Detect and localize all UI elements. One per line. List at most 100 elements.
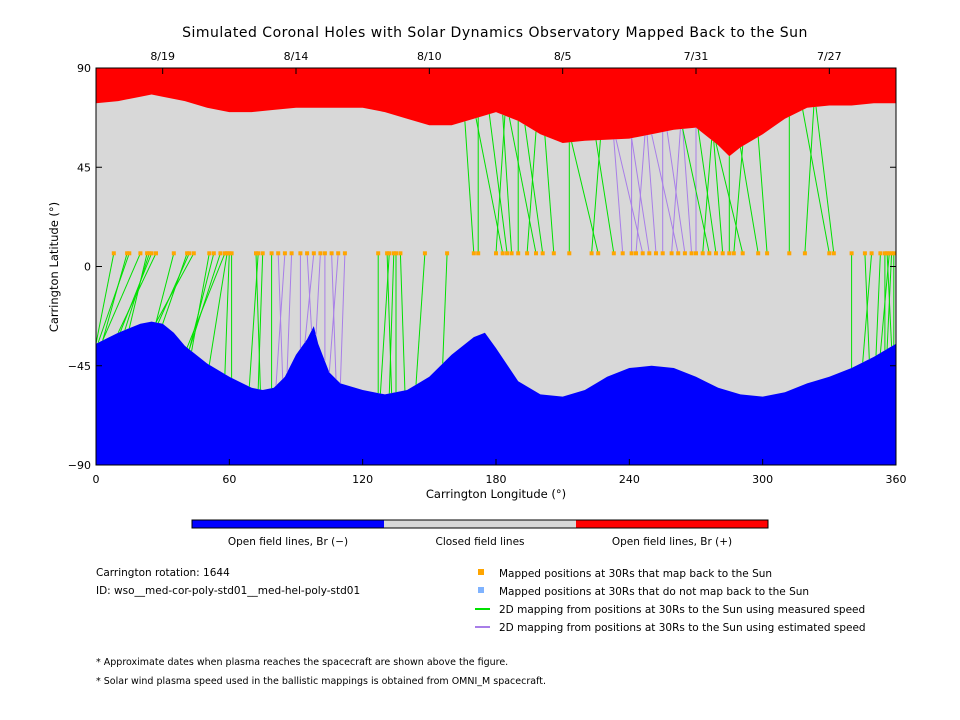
mapping-line [117,253,157,333]
mapped-points [111,251,896,256]
mapped-point [282,251,287,256]
mapped-point [471,251,476,256]
colorbar-label: Open field lines, Br (−) [228,536,348,548]
mapping-line [155,253,195,323]
mapped-point [398,251,403,256]
mapped-point [254,251,258,256]
mapped-point [689,251,694,256]
x-tick-label: 240 [619,473,640,486]
mapping-line [615,139,644,254]
date-axis: 8/19 8/14 8/10 8/5 7/31 7/27 [150,50,842,74]
plot-area [95,67,897,466]
mapped-point [551,251,556,256]
y-tick-label: −90 [68,459,91,472]
date-tick-label: 7/31 [684,50,709,63]
open-negative-region [96,321,896,465]
mapping-line [631,138,650,254]
mapping-line [191,253,210,352]
mapping-line [508,117,537,254]
mapping-line [875,253,881,356]
mapping-line [97,253,130,343]
mapping-line [524,124,544,254]
mapped-point [849,251,854,256]
mapped-point [869,251,874,256]
y-axis-label: Carrington Latitude (°) [47,202,61,332]
mapped-point [700,251,705,256]
mapped-point [138,251,143,256]
mapped-point [422,251,427,256]
mapped-point [494,251,498,256]
date-tick-label: 8/5 [554,50,572,63]
mapping-line [186,253,226,348]
mapping-line [475,118,504,254]
date-tick-label: 8/14 [284,50,309,63]
mapped-point [376,251,381,256]
mapped-point [629,251,634,256]
mapped-point [256,251,261,256]
mapping-line [488,114,508,254]
mapping-line [651,134,679,254]
mapped-point [682,251,687,256]
mapped-point [516,251,521,256]
x-axis: 0 60 120 180 240 300 360 [93,459,907,486]
mapped-point [878,251,883,256]
mapped-point [885,251,890,256]
mapped-point [322,251,327,256]
mapping-line [124,253,150,331]
mapped-point [654,251,658,256]
mapped-point [127,251,132,256]
note-dates: * Approximate dates when plasma reaches … [96,657,508,668]
y-tick-label: 0 [84,261,91,274]
mapping-line [157,253,190,324]
mapping-line [502,114,513,254]
mapped-point [525,251,530,256]
mapping-line [886,253,893,350]
mapping-line [304,253,315,343]
mapped-point [154,251,158,256]
mapping-line [102,253,141,341]
mapping-line [739,147,759,254]
mapping-line [544,135,555,254]
colorbar: Open field lines, Br (−) Closed field lin… [191,519,769,548]
mapping-line [682,128,710,254]
mapped-point [540,251,545,256]
mapped-point [882,251,887,256]
mapping-line [733,146,744,254]
mapped-point [887,251,892,256]
mapped-point [640,251,645,256]
mapped-point [260,251,265,256]
mapped-point [647,251,652,256]
mapping-line [802,109,830,254]
mapped-point [500,251,505,256]
y-axis: 90 45 0 −45 −90 [68,62,896,472]
mapped-point [676,251,681,256]
mapped-point [731,251,736,256]
mapped-point [756,251,761,256]
legend-label: Mapped positions at 30Rs that do not map… [499,586,809,598]
mapped-point [802,251,807,256]
mapped-point [207,251,212,256]
mapped-point [476,251,481,256]
mapped-point [534,251,538,256]
mapped-point [391,251,396,256]
mapping-line [682,128,693,254]
mapping-line [155,253,175,323]
mapping-line [188,253,215,350]
mapping-line [526,131,537,254]
mapped-point [620,251,625,256]
mapping-line [862,253,873,363]
mapped-point [147,251,152,256]
mapping-lines [95,106,895,394]
legend-label: 2D mapping from positions at 30Rs to the… [499,604,865,616]
mapped-point [229,251,234,256]
model-id: ID: wso__med-cor-poly-std01__med-hel-pol… [96,585,360,597]
x-tick-label: 300 [752,473,773,486]
mapped-point [394,251,398,256]
mapped-point [740,251,745,256]
mapped-point [387,251,392,256]
mapping-line [306,253,313,331]
mapped-point [445,251,450,256]
mapped-point [891,251,896,256]
mapped-point [634,251,638,256]
